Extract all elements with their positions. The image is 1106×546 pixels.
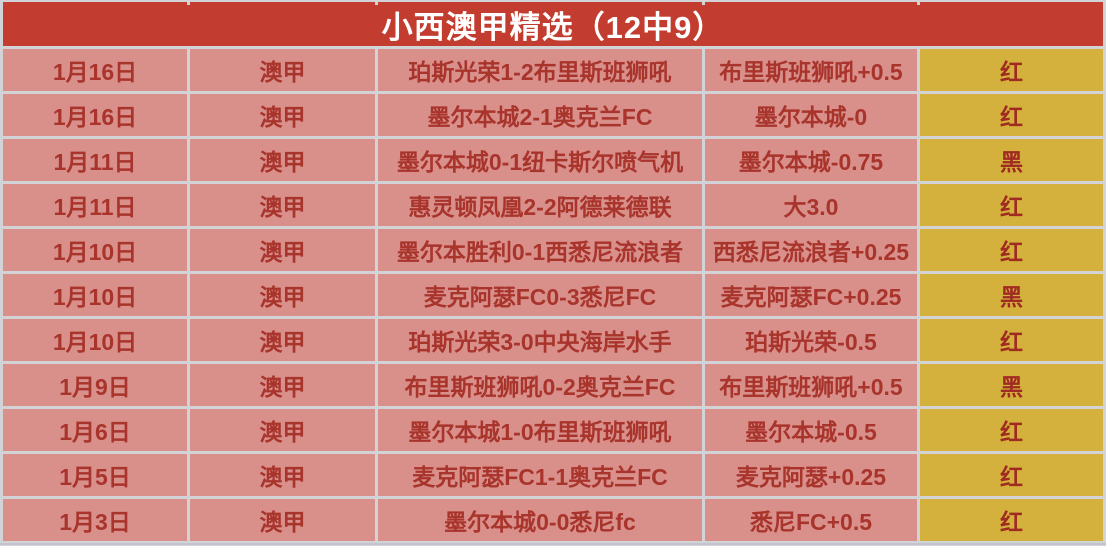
table-row: 1月16日 澳甲 墨尔本城2-1奥克兰FC 墨尔本城-0 红 — [3, 94, 1103, 136]
cell-date: 1月3日 — [3, 499, 187, 541]
cell-league: 澳甲 — [190, 319, 375, 361]
table-row: 1月6日 澳甲 墨尔本城1-0布里斯班狮吼 墨尔本城-0.5 红 — [3, 409, 1103, 451]
cell-date: 1月10日 — [3, 229, 187, 271]
cell-result: 红 — [920, 409, 1103, 451]
column-border-tick — [375, 0, 378, 5]
cell-handicap: 墨尔本城-0.75 — [705, 139, 917, 181]
table-title-bar: 小西澳甲精选（12中9） — [3, 2, 1103, 46]
cell-date: 1月11日 — [3, 184, 187, 226]
cell-match: 墨尔本城1-0布里斯班狮吼 — [378, 409, 702, 451]
cell-handicap: 西悉尼流浪者+0.25 — [705, 229, 917, 271]
cell-match: 墨尔本胜利0-1西悉尼流浪者 — [378, 229, 702, 271]
column-border-tick — [702, 0, 705, 5]
cell-match: 珀斯光荣1-2布里斯班狮吼 — [378, 49, 702, 91]
column-border-tick — [187, 0, 190, 5]
cell-match: 墨尔本城0-1纽卡斯尔喷气机 — [378, 139, 702, 181]
cell-handicap: 悉尼FC+0.5 — [705, 499, 917, 541]
cell-league: 澳甲 — [190, 274, 375, 316]
cell-handicap: 布里斯班狮吼+0.5 — [705, 49, 917, 91]
table-row: 1月9日 澳甲 布里斯班狮吼0-2奥克兰FC 布里斯班狮吼+0.5 黑 — [3, 364, 1103, 406]
column-border-tick — [917, 0, 920, 5]
table-row: 1月10日 澳甲 麦克阿瑟FC0-3悉尼FC 麦克阿瑟FC+0.25 黑 — [3, 274, 1103, 316]
table-row: 1月10日 澳甲 珀斯光荣3-0中央海岸水手 珀斯光荣-0.5 红 — [3, 319, 1103, 361]
cell-league: 澳甲 — [190, 94, 375, 136]
cell-league: 澳甲 — [190, 139, 375, 181]
cell-match: 墨尔本城0-0悉尼fc — [378, 499, 702, 541]
cell-match: 麦克阿瑟FC1-1奥克兰FC — [378, 454, 702, 496]
cell-league: 澳甲 — [190, 364, 375, 406]
cell-result: 红 — [920, 319, 1103, 361]
cell-handicap: 麦克阿瑟FC+0.25 — [705, 274, 917, 316]
page-title: 小西澳甲精选（12中9） — [381, 9, 725, 45]
cell-match: 惠灵顿凤凰2-2阿德莱德联 — [378, 184, 702, 226]
cell-match: 布里斯班狮吼0-2奥克兰FC — [378, 364, 702, 406]
cell-result: 红 — [920, 49, 1103, 91]
table-row: 1月11日 澳甲 惠灵顿凤凰2-2阿德莱德联 大3.0 红 — [3, 184, 1103, 226]
bottom-edge-line — [0, 543, 1106, 545]
cell-result: 红 — [920, 94, 1103, 136]
cell-handicap: 墨尔本城-0.5 — [705, 409, 917, 451]
cell-league: 澳甲 — [190, 184, 375, 226]
cell-date: 1月16日 — [3, 94, 187, 136]
cell-result: 红 — [920, 229, 1103, 271]
cell-league: 澳甲 — [190, 499, 375, 541]
cell-result: 黑 — [920, 139, 1103, 181]
cell-date: 1月10日 — [3, 319, 187, 361]
cell-match: 珀斯光荣3-0中央海岸水手 — [378, 319, 702, 361]
cell-league: 澳甲 — [190, 49, 375, 91]
cell-handicap: 麦克阿瑟+0.25 — [705, 454, 917, 496]
cell-date: 1月5日 — [3, 454, 187, 496]
cell-handicap: 墨尔本城-0 — [705, 94, 917, 136]
cell-date: 1月6日 — [3, 409, 187, 451]
cell-result: 红 — [920, 184, 1103, 226]
cell-date: 1月10日 — [3, 274, 187, 316]
cell-result: 黑 — [920, 364, 1103, 406]
cell-league: 澳甲 — [190, 454, 375, 496]
table-body: 1月16日 澳甲 珀斯光荣1-2布里斯班狮吼 布里斯班狮吼+0.5 红 1月16… — [3, 49, 1103, 541]
cell-handicap: 珀斯光荣-0.5 — [705, 319, 917, 361]
cell-match: 墨尔本城2-1奥克兰FC — [378, 94, 702, 136]
cell-result: 红 — [920, 499, 1103, 541]
table-row: 1月10日 澳甲 墨尔本胜利0-1西悉尼流浪者 西悉尼流浪者+0.25 红 — [3, 229, 1103, 271]
table-row: 1月5日 澳甲 麦克阿瑟FC1-1奥克兰FC 麦克阿瑟+0.25 红 — [3, 454, 1103, 496]
table-row: 1月3日 澳甲 墨尔本城0-0悉尼fc 悉尼FC+0.5 红 — [3, 499, 1103, 541]
cell-league: 澳甲 — [190, 229, 375, 271]
cell-league: 澳甲 — [190, 409, 375, 451]
cell-handicap: 布里斯班狮吼+0.5 — [705, 364, 917, 406]
cell-date: 1月11日 — [3, 139, 187, 181]
cell-handicap: 大3.0 — [705, 184, 917, 226]
table-row: 1月16日 澳甲 珀斯光荣1-2布里斯班狮吼 布里斯班狮吼+0.5 红 — [3, 49, 1103, 91]
cell-date: 1月9日 — [3, 364, 187, 406]
cell-date: 1月16日 — [3, 49, 187, 91]
cell-match: 麦克阿瑟FC0-3悉尼FC — [378, 274, 702, 316]
cell-result: 红 — [920, 454, 1103, 496]
cell-result: 黑 — [920, 274, 1103, 316]
table-row: 1月11日 澳甲 墨尔本城0-1纽卡斯尔喷气机 墨尔本城-0.75 黑 — [3, 139, 1103, 181]
